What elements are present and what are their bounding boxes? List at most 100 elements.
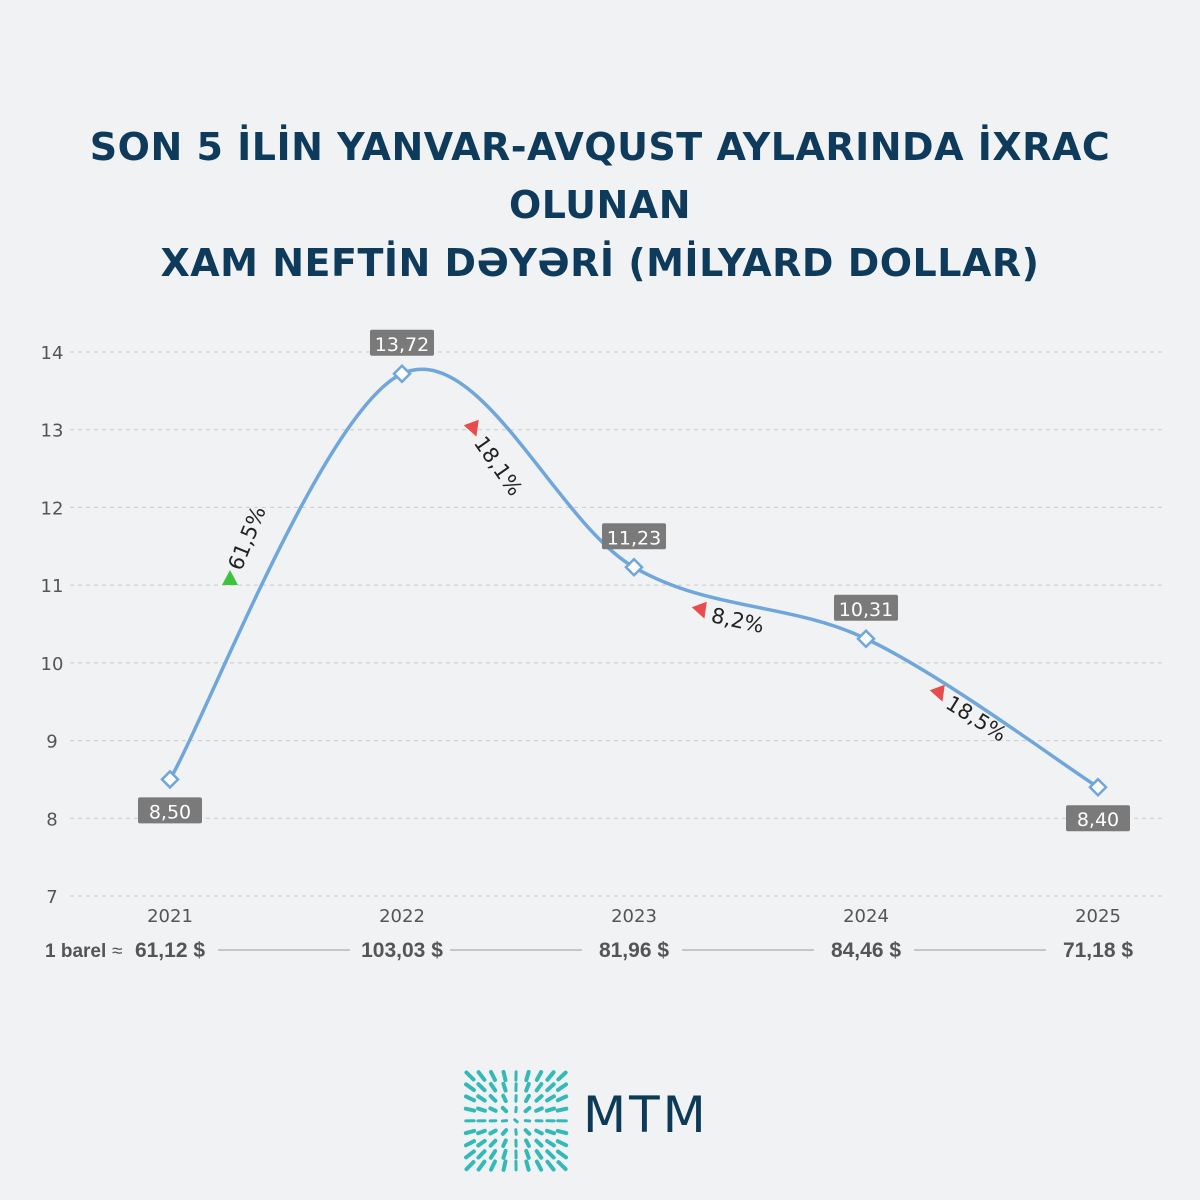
data-label-text: 11,23: [607, 527, 661, 549]
logo-mark: [524, 1069, 531, 1083]
logo-mark: [500, 1105, 509, 1114]
logo-mark: [513, 1118, 519, 1124]
x-tick-label: 2024: [843, 906, 889, 927]
data-label: 11,23: [602, 523, 666, 550]
logo-mark: [524, 1148, 531, 1160]
logo-mark: [534, 1128, 544, 1136]
x-tick-label: 2022: [379, 906, 425, 927]
logo-mark: [555, 1094, 569, 1103]
y-tick-label: 14: [41, 343, 64, 364]
barrel-price: 61,12 $: [135, 939, 205, 962]
logo-mark: [555, 1106, 569, 1113]
data-label: 10,31: [834, 594, 898, 621]
logo-mark: [476, 1149, 487, 1160]
approx-sign: ≈: [112, 941, 122, 962]
logo-mark: [544, 1106, 557, 1113]
logo-mark: [501, 1093, 508, 1104]
logo-mark: [488, 1081, 498, 1093]
barrel-price: 103,03 $: [361, 939, 443, 962]
logo-mark: [464, 1070, 476, 1082]
logo-mark: [523, 1106, 532, 1114]
data-label: 13,72: [370, 329, 434, 356]
logo-mark: [488, 1128, 498, 1136]
logo-mark: [534, 1159, 544, 1172]
logo-mark: [464, 1082, 476, 1093]
logo-mark: [534, 1094, 544, 1103]
logo-mark: [523, 1128, 532, 1136]
logo-text: MTM: [583, 1086, 709, 1144]
triangle-down-icon: [929, 684, 945, 702]
logo-mark: [555, 1082, 569, 1093]
data-label-text: 13,72: [375, 334, 429, 356]
data-label-text: 8,40: [1077, 809, 1119, 831]
data-point-marker: [624, 557, 644, 578]
logo-mark: [556, 1160, 568, 1172]
logo-mark: [501, 1081, 508, 1093]
logo-mark: [488, 1106, 498, 1113]
barrel-price: 81,96 $: [599, 939, 669, 962]
y-tick-label: 9: [46, 732, 57, 753]
logo-mark: [534, 1106, 544, 1113]
barrel-price: 71,18 $: [1063, 939, 1133, 962]
data-label-box: [138, 797, 202, 824]
logo-mark: [555, 1149, 569, 1160]
data-label-box: [602, 523, 666, 550]
logo-mark: [488, 1138, 498, 1148]
logo-mark: [463, 1094, 477, 1103]
data-label-box: [834, 594, 898, 621]
y-tick-label: 7: [46, 887, 57, 908]
logo-mark: [545, 1138, 556, 1148]
logo-mark: [463, 1139, 477, 1148]
logo-mark: [545, 1070, 556, 1082]
y-tick-label: 13: [41, 421, 64, 442]
logo-mark: [463, 1106, 477, 1113]
logo-mark: [534, 1082, 544, 1093]
triangle-up-icon: [222, 570, 238, 585]
logo-mark: [501, 1159, 508, 1172]
y-tick-label: 8: [46, 809, 57, 830]
logo-mark: [464, 1149, 476, 1160]
logo-mark: [556, 1070, 568, 1082]
logo-mark: [501, 1069, 508, 1083]
title-line-1: SON 5 İLİN YANVAR-AVQUST AYLARINDA İXRAC…: [89, 125, 1111, 227]
logo-mark: [534, 1070, 544, 1082]
logo-mark: [489, 1159, 497, 1172]
logo-mark: [476, 1128, 487, 1136]
logo-mark: [545, 1159, 556, 1172]
logo-mark: [476, 1138, 487, 1148]
x-tick-label: 2021: [147, 906, 193, 927]
triangle-down-icon: [463, 419, 479, 437]
data-label: 8,40: [1066, 805, 1130, 832]
data-label-box: [370, 329, 434, 356]
logo-mark: [464, 1160, 476, 1172]
data-label-text: 10,31: [839, 599, 893, 621]
data-point-marker: [160, 769, 180, 790]
barrel-label: 1 barel: [45, 941, 106, 962]
logo-mark: [545, 1094, 556, 1103]
y-tick-label: 12: [41, 498, 64, 519]
logo-mark: [534, 1138, 544, 1148]
data-point-marker: [856, 628, 876, 649]
data-label: 8,50: [138, 797, 202, 824]
logo-mark: [476, 1159, 487, 1172]
logo-mark: [524, 1159, 531, 1172]
logo-mark: [488, 1149, 498, 1160]
logo-mark: [463, 1128, 477, 1136]
x-tick-label: 2023: [611, 906, 657, 927]
logo-mark: [476, 1082, 487, 1093]
logo-mark: [545, 1149, 556, 1160]
triangle-down-icon: [691, 601, 707, 619]
y-tick-label: 11: [41, 576, 64, 597]
data-label-text: 8,50: [149, 801, 191, 823]
logo-mark: [524, 1138, 531, 1148]
barrel-price: 84,46 $: [831, 939, 901, 962]
chart-title: SON 5 İLİN YANVAR-AVQUST AYLARINDA İXRAC…: [0, 118, 1200, 292]
logo-mark: [488, 1094, 498, 1103]
data-point-marker: [392, 363, 412, 384]
logo-mark: [545, 1082, 556, 1093]
logo-mark: [555, 1128, 569, 1136]
logo-mark: [501, 1148, 508, 1160]
logo-mark: [476, 1094, 487, 1103]
y-tick-label: 10: [41, 654, 64, 675]
